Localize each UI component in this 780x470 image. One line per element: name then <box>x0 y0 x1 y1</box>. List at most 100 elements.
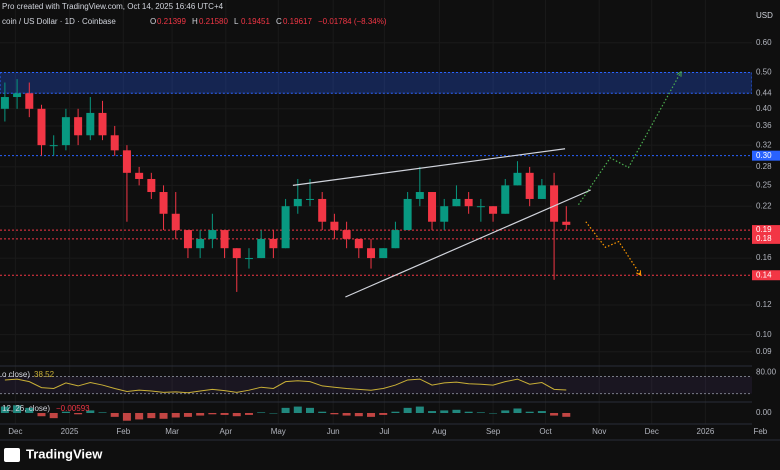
x-tick-label: Jul <box>379 427 389 436</box>
macd-bar <box>257 412 266 413</box>
macd-bar <box>537 411 546 413</box>
candle-body <box>537 185 546 199</box>
macd-bar <box>562 413 571 417</box>
caption: Pro created with TradingView.com, Oct 14… <box>2 2 224 11</box>
candle-body <box>281 206 290 249</box>
candle-body <box>525 172 534 199</box>
macd-bar <box>135 413 144 420</box>
candle-body <box>269 238 278 249</box>
x-tick-label: Apr <box>220 427 233 436</box>
candle-body <box>452 198 461 207</box>
macd-bar <box>391 411 400 413</box>
macd-bar <box>367 413 376 417</box>
y-tick-label: 0.22 <box>756 201 772 210</box>
change: −0.01784 (−8.34%) <box>318 17 387 26</box>
macd-bar <box>354 413 363 417</box>
candle-body <box>183 230 192 249</box>
projection <box>585 221 642 276</box>
macd-bar <box>110 413 119 417</box>
macd-bar <box>196 413 205 416</box>
candle-body <box>61 117 70 146</box>
macd-bar <box>305 407 314 413</box>
projection-arrow <box>676 70 682 77</box>
trendline <box>345 189 591 298</box>
macd-bar <box>403 407 412 413</box>
macd-bar <box>171 413 180 418</box>
y-tick-label: 0.60 <box>756 38 772 47</box>
brand: TradingView <box>26 446 103 461</box>
level-tag <box>752 270 780 281</box>
ohlc-label: O <box>150 17 156 26</box>
rsi-band <box>0 376 752 394</box>
candle-body <box>257 238 266 259</box>
candle-body <box>0 97 9 109</box>
ohlc-value: 0.21580 <box>199 17 228 26</box>
candle-body <box>122 150 131 173</box>
macd-bar <box>208 413 217 415</box>
macd-bar <box>269 413 278 414</box>
macd-bar <box>13 405 22 413</box>
rsi-label: o close) <box>2 370 30 379</box>
candle-body <box>147 178 156 193</box>
ohlc-value: 0.19451 <box>241 17 270 26</box>
x-tick-label: 2026 <box>697 427 715 436</box>
macd-tick-label: 0.00 <box>756 408 772 417</box>
candle-body <box>86 112 95 136</box>
macd-bar <box>318 411 327 413</box>
y-tick-label: 0.09 <box>756 347 772 356</box>
y-tick-label: 0.28 <box>756 162 772 171</box>
macd-bar <box>25 407 34 413</box>
x-tick-label: Oct <box>539 427 552 436</box>
candle-body <box>13 93 22 98</box>
candle-body <box>476 206 485 208</box>
macd-bar <box>281 407 290 413</box>
candle-body <box>489 206 498 214</box>
macd-bar <box>489 413 498 414</box>
y-tick-label: 0.32 <box>756 140 772 149</box>
currency: USD <box>756 11 773 20</box>
candle-body <box>232 248 241 259</box>
projection <box>577 71 682 206</box>
candle-body <box>318 198 327 222</box>
candle-body <box>220 230 229 249</box>
candle-body <box>550 185 559 222</box>
macd-bar <box>86 410 95 413</box>
y-tick-label: 0.25 <box>756 180 772 189</box>
candle-body <box>171 213 180 231</box>
macd-bar <box>244 413 253 415</box>
x-tick-label: Aug <box>432 427 446 436</box>
ohlc-label: C <box>276 17 282 26</box>
zone <box>0 71 753 94</box>
candle-body <box>428 192 437 222</box>
candle-body <box>74 117 83 136</box>
macd-bar <box>147 413 156 419</box>
macd-bar <box>440 410 449 413</box>
macd-bar <box>342 413 351 416</box>
y-tick-label: 0.36 <box>756 121 772 130</box>
trendline <box>292 148 566 186</box>
y-tick-label: 0.12 <box>756 300 772 309</box>
projection-arrow <box>636 270 642 277</box>
level-tag <box>752 233 780 244</box>
macd-bar <box>49 413 58 419</box>
candle-body <box>208 230 217 239</box>
level-tag <box>752 150 780 161</box>
ohlc-label: H <box>192 17 198 26</box>
candle-body <box>196 238 205 249</box>
macd-bar <box>122 413 131 421</box>
candle-body <box>305 198 314 200</box>
candle-body <box>110 135 119 151</box>
y-tick-label: 0.40 <box>756 104 772 113</box>
candle-body <box>159 192 168 214</box>
candle-body <box>49 145 58 147</box>
macd-bar <box>452 409 461 413</box>
macd-bar <box>232 413 241 417</box>
candle-body <box>135 172 144 179</box>
x-tick-label: Jun <box>327 427 340 436</box>
candle-body <box>330 221 339 231</box>
y-tick-label: 0.50 <box>756 68 772 77</box>
candle-body <box>98 112 107 136</box>
macd-bar <box>159 413 168 419</box>
macd-bar <box>37 413 46 417</box>
